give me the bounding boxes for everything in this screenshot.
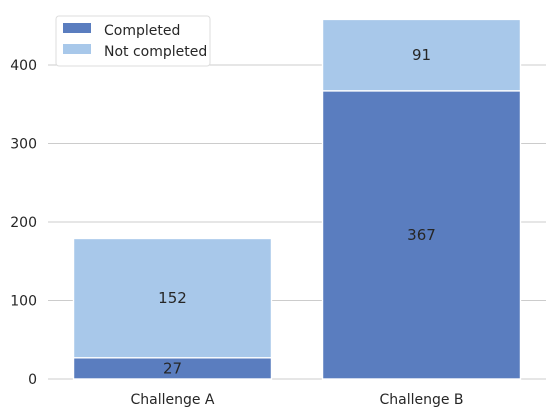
legend-frame [55, 15, 211, 67]
y-tick-label-0: 0 [28, 372, 37, 388]
legend: Completed Not completed [55, 15, 211, 67]
x-tick-label-challenge-a: Challenge A [130, 392, 214, 408]
legend-label-completed: Completed [104, 23, 180, 39]
data-label-challenge-a-not-completed: 152 [158, 289, 187, 307]
y-tick-label-300: 300 [10, 136, 37, 152]
data-label-challenge-a-completed: 27 [163, 359, 182, 377]
data-label-challenge-b-not-completed: 91 [412, 46, 431, 64]
data-label-challenge-b-completed: 367 [407, 226, 436, 244]
y-tick-label-400: 400 [10, 58, 37, 74]
y-axis-ticks: 0 100 200 300 400 [10, 58, 37, 388]
y-tick-label-100: 100 [10, 293, 37, 309]
legend-swatch-completed [63, 23, 91, 33]
bar-challenge-b-not-completed [321, 18, 522, 92]
data-labels: 27 152 367 91 [158, 46, 436, 377]
x-tick-label-challenge-b: Challenge B [379, 392, 463, 408]
y-tick-label-200: 200 [10, 215, 37, 231]
legend-swatch-not-completed [63, 44, 91, 54]
bar-challenge-b-completed [321, 90, 522, 380]
bars [72, 18, 522, 380]
bar-challenge-a-not-completed [72, 237, 273, 359]
x-axis-ticks: Challenge A Challenge B [130, 392, 463, 408]
legend-label-not-completed: Not completed [104, 44, 207, 60]
